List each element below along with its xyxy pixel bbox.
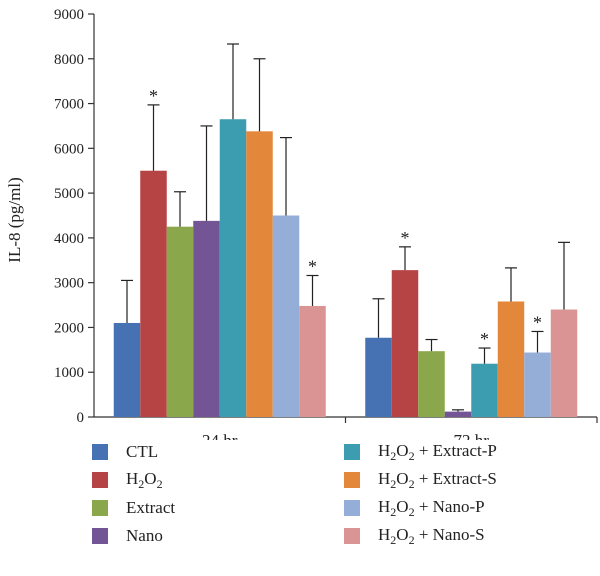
y-axis-label: IL-8 (pg/ml) (5, 177, 24, 262)
legend-item: H2O2 + Nano-S (344, 524, 485, 548)
legend-swatch (344, 444, 360, 460)
legend-label: H2O2 + Nano-P (378, 496, 485, 519)
bar (444, 411, 472, 417)
bar (524, 352, 551, 417)
legend-swatch (344, 528, 360, 544)
significance-marker: * (480, 329, 489, 349)
bar (140, 170, 167, 417)
significance-marker: * (401, 228, 410, 248)
bars (113, 119, 578, 417)
legend-item: Extract (92, 496, 175, 520)
legend-item: CTL (92, 440, 158, 464)
bar (550, 309, 578, 417)
legend-swatch (344, 472, 360, 488)
legend-label: H2O2 + Nano-S (378, 524, 485, 547)
legend-swatch (92, 444, 108, 460)
x-category-label: 72 hr (454, 431, 490, 440)
x-category-label: 24 hr (202, 431, 238, 440)
bar (166, 226, 194, 417)
bar (418, 351, 445, 417)
bar (113, 322, 141, 417)
legend: CTL H2O2 Extract Nano H2O2 + Extract-P H2O2 +… (92, 440, 572, 570)
bar (497, 301, 525, 417)
legend-label: H2O2 + Extract-P (378, 440, 497, 463)
y-tick-label: 9000 (54, 7, 84, 23)
legend-label: H2O2 + Extract-S (378, 468, 497, 491)
significance-marker: * (149, 86, 158, 106)
bar (299, 305, 326, 417)
y-tick-label: 8000 (54, 52, 84, 68)
legend-item: H2O2 (92, 468, 163, 492)
error-bars: * * * * * (121, 43, 570, 412)
axes: 0 1000 2000 3000 4000 5000 6000 7000 8000 9000 24 … (54, 7, 598, 440)
bar (246, 131, 273, 417)
y-tick-label: 7000 (54, 97, 84, 113)
significance-marker: * (308, 257, 317, 277)
y-tick-label: 1000 (54, 365, 84, 381)
y-tick-label: 5000 (54, 186, 84, 202)
legend-item: H2O2 + Extract-P (344, 440, 497, 464)
legend-swatch (344, 500, 360, 516)
y-tick-label: 3000 (54, 276, 84, 292)
legend-swatch (92, 472, 108, 488)
legend-item: Nano (92, 524, 163, 548)
y-tick-label: 2000 (54, 320, 84, 336)
bar-chart: 0 1000 2000 3000 4000 5000 6000 7000 8000 9000 24 … (5, 7, 598, 440)
bar (391, 270, 419, 417)
significance-marker: * (533, 312, 542, 332)
y-tick-label: 4000 (54, 231, 84, 247)
legend-swatch (92, 500, 108, 516)
legend-label: CTL (126, 442, 159, 461)
bar (219, 119, 247, 417)
bar (272, 215, 300, 417)
bar (471, 363, 498, 417)
legend-swatch (92, 528, 108, 544)
bar (193, 220, 220, 417)
legend-label: Nano (126, 526, 163, 545)
legend-item: H2O2 + Extract-S (344, 468, 497, 492)
legend-label: Extract (126, 498, 176, 517)
legend-item: H2O2 + Nano-P (344, 496, 485, 520)
y-tick-label: 0 (77, 410, 85, 426)
bar (365, 337, 392, 417)
legend-label: H2O2 (126, 468, 163, 491)
y-tick-label: 6000 (54, 141, 84, 157)
